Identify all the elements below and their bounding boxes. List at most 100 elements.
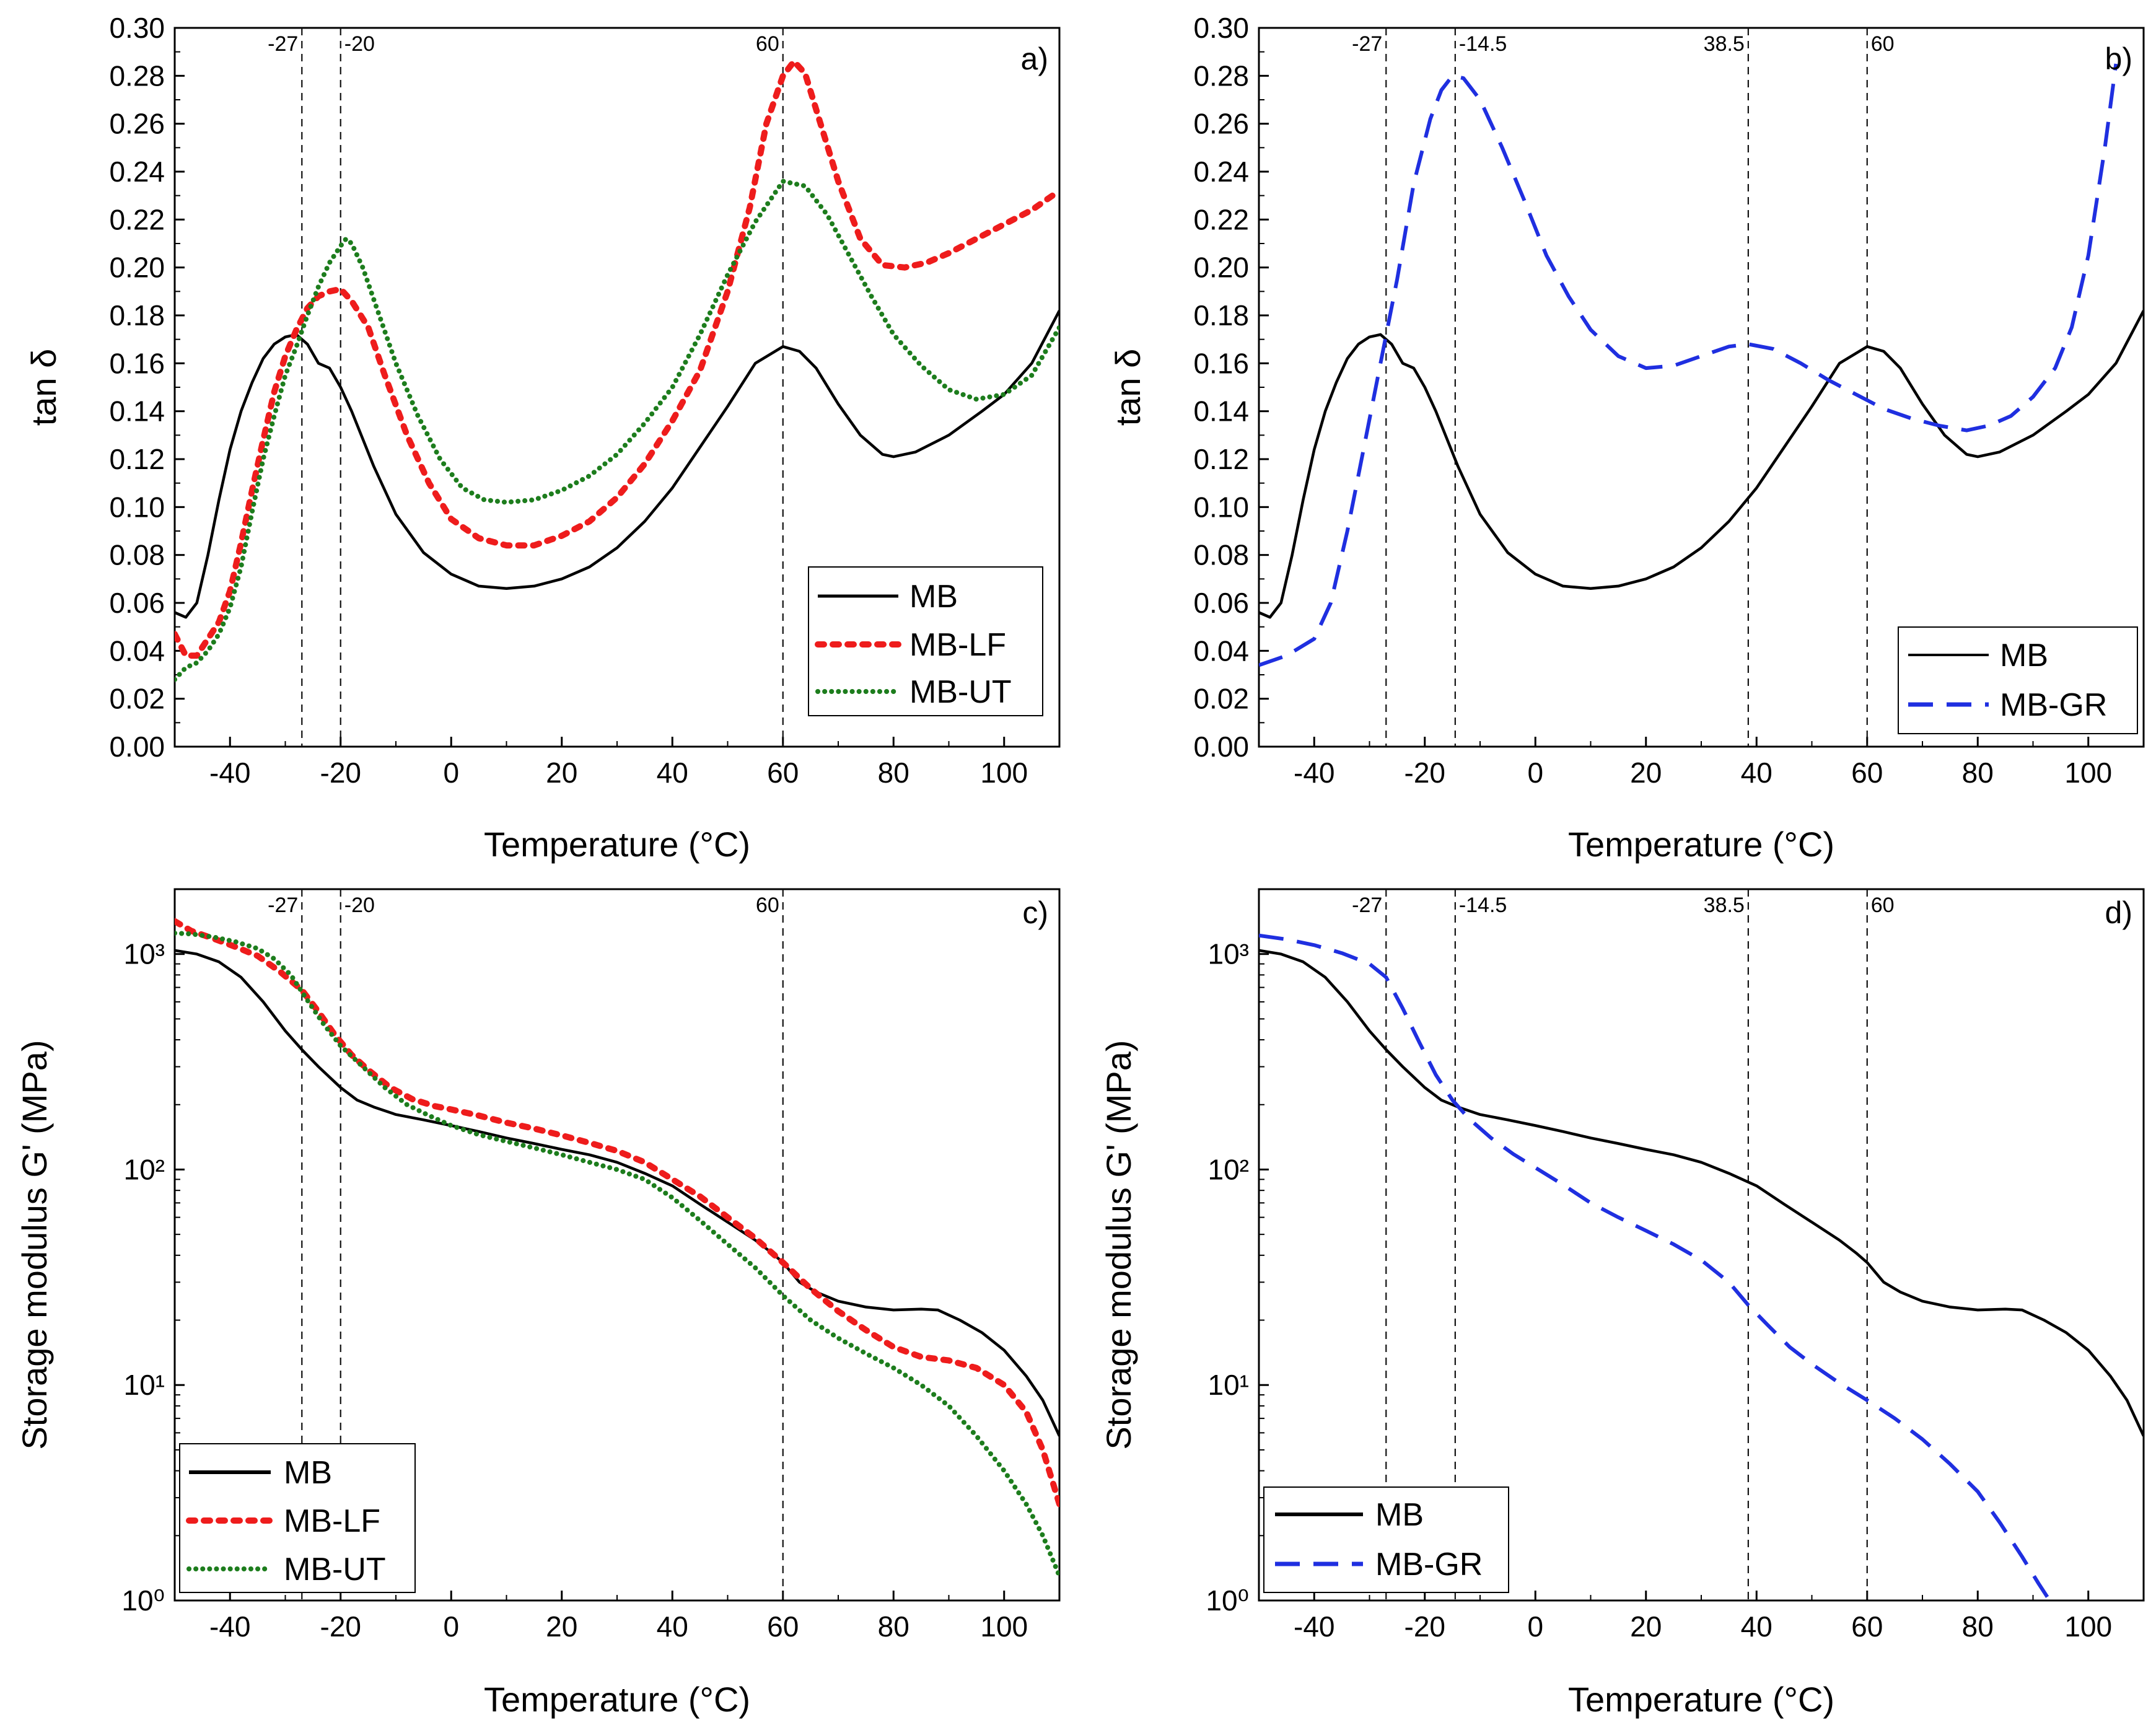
y-tick-label: 0.08 xyxy=(1193,539,1249,571)
legend-label-mb-lf: MB-LF xyxy=(284,1503,380,1539)
x-tick-label: 40 xyxy=(657,1610,688,1643)
y-tick-label: 0.24 xyxy=(109,156,165,188)
y-tick-label: 0.04 xyxy=(109,634,165,667)
reference-line-label: 60 xyxy=(1871,894,1895,917)
data-series xyxy=(175,918,1059,1579)
x-tick-label: -40 xyxy=(209,757,250,789)
x-tick-label: 100 xyxy=(2064,757,2112,789)
y-tick-label: 0.00 xyxy=(1193,731,1249,763)
x-tick-label: 0 xyxy=(1527,1610,1543,1643)
reference-lines: -27 -20 60 xyxy=(268,28,784,747)
legend: MB MB-LF MB-UT xyxy=(179,1443,416,1593)
y-tick-label: 0.00 xyxy=(109,731,165,763)
reference-lines: -27 -20 60 xyxy=(268,889,784,1600)
y-tick-label: 0.30 xyxy=(1193,12,1249,44)
panel-label: a) xyxy=(1021,42,1048,76)
reference-lines: -27 -14.5 38.5 60 xyxy=(1352,28,1895,747)
legend-label-mb: MB xyxy=(284,1455,332,1491)
reference-line-label: 60 xyxy=(756,32,779,56)
x-tick-label: -40 xyxy=(1294,757,1334,789)
x-tick-label: -40 xyxy=(209,1610,250,1643)
x-axis-title: Temperature (°C) xyxy=(484,825,750,864)
legend: MB MB-LF MB-UT xyxy=(808,566,1043,716)
y-tick-label: 0.24 xyxy=(1193,156,1249,188)
reference-line-label: -20 xyxy=(344,894,375,917)
y-tick-label: 0.22 xyxy=(1193,203,1249,235)
y-tick-label: 0.12 xyxy=(1193,443,1249,475)
y-tick-label: 0.14 xyxy=(109,395,165,428)
y-tick-label: 0.26 xyxy=(109,108,165,140)
x-tick-label: -20 xyxy=(320,1610,361,1643)
y-tick-label: 0.06 xyxy=(109,587,165,619)
y-axis-title: tan δ xyxy=(1108,349,1147,426)
series-line-mb xyxy=(175,310,1059,619)
y-tick-label: 10³ xyxy=(1208,938,1249,970)
series-line-mb xyxy=(1259,310,2144,619)
y-tick-label: 0.16 xyxy=(1193,347,1249,379)
x-tick-label: 100 xyxy=(980,1610,1028,1643)
legend-label-mb-lf: MB-LF xyxy=(909,627,1006,663)
y-tick-label: 0.30 xyxy=(109,12,165,44)
legend-label-mb: MB xyxy=(909,579,958,615)
legend-label-mb-ut: MB-UT xyxy=(284,1552,386,1587)
x-tick-label: 0 xyxy=(1527,757,1543,789)
y-tick-label: 0.12 xyxy=(109,443,165,475)
y-tick-label: 0.10 xyxy=(1193,491,1249,523)
y-axis-title: tan δ xyxy=(24,349,63,426)
axis-ticks: -40 -20 0 20 40 60 80 100 10⁰ 10¹ 10² 10³ xyxy=(121,889,1060,1643)
y-tick-label: 0.16 xyxy=(109,347,165,379)
y-tick-label: 10² xyxy=(1208,1153,1249,1185)
series-line-mb-gr xyxy=(1259,63,2118,667)
legend: MB MB-GR xyxy=(1263,1486,1509,1593)
x-tick-label: -40 xyxy=(1294,1610,1334,1643)
x-tick-label: 40 xyxy=(657,757,688,789)
x-axis-title: Temperature (°C) xyxy=(1568,1680,1834,1719)
series-line-mb-lf xyxy=(175,918,1059,1508)
legend-box xyxy=(1898,626,2138,734)
x-tick-label: 80 xyxy=(878,1610,909,1643)
reference-line-label: -14.5 xyxy=(1459,894,1507,917)
y-tick-label: 0.20 xyxy=(109,252,165,284)
x-axis-title: Temperature (°C) xyxy=(1568,825,1834,864)
reference-lines: -27 -14.5 38.5 60 xyxy=(1352,889,1895,1600)
reference-line-label: -20 xyxy=(344,32,375,56)
panel-a: -40 -20 0 20 40 60 80 100 0.00 0.02 0.04 0.06 0.08 0.… xyxy=(24,12,1061,864)
x-tick-label: -20 xyxy=(320,757,361,789)
x-tick-label: -20 xyxy=(1404,757,1445,789)
y-tick-label: 10² xyxy=(124,1153,165,1185)
y-tick-label: 10⁰ xyxy=(1206,1584,1249,1617)
x-tick-label: 60 xyxy=(1851,1610,1883,1643)
x-axis-title: Temperature (°C) xyxy=(484,1680,750,1719)
x-tick-label: 100 xyxy=(980,757,1028,789)
series-line-mb-lf xyxy=(175,58,1059,659)
y-tick-label: 0.26 xyxy=(1193,108,1249,140)
y-tick-label: 0.14 xyxy=(1193,395,1249,428)
x-tick-label: 0 xyxy=(443,1610,459,1643)
y-tick-label: 10⁰ xyxy=(121,1584,165,1617)
y-tick-label: 0.18 xyxy=(1193,299,1249,332)
x-tick-label: -20 xyxy=(1404,1610,1445,1643)
y-tick-label: 0.02 xyxy=(1193,683,1249,715)
y-tick-label: 0.08 xyxy=(109,539,165,571)
x-tick-label: 60 xyxy=(767,1610,799,1643)
x-tick-label: 40 xyxy=(1741,1610,1773,1643)
legend-label-mb-gr: MB-GR xyxy=(2000,687,2107,723)
panel-label: c) xyxy=(1022,895,1048,930)
reference-line-label: -27 xyxy=(1352,894,1382,917)
y-tick-label: 10³ xyxy=(124,938,165,970)
legend-box xyxy=(1263,1486,1509,1593)
reference-line-label: 60 xyxy=(756,894,779,917)
legend-label-mb-ut: MB-UT xyxy=(909,674,1012,710)
series-line-mb-ut xyxy=(175,178,1059,682)
y-axis-title: Storage modulus G' (MPa) xyxy=(15,1040,54,1449)
axis-ticks: -40 -20 0 20 40 60 80 100 0.00 0.02 0.04 0.06 0.08 0.… xyxy=(1193,12,2144,789)
axis-ticks: -40 -20 0 20 40 60 80 100 10⁰ 10¹ 10² 10³ xyxy=(1206,889,2144,1643)
legend-label-mb: MB xyxy=(1375,1497,1424,1533)
y-tick-label: 0.28 xyxy=(109,59,165,92)
y-tick-label: 0.22 xyxy=(109,203,165,235)
x-tick-label: 80 xyxy=(878,757,909,789)
reference-line-label: 38.5 xyxy=(1704,32,1745,56)
series-line-mb-ut xyxy=(175,931,1059,1579)
y-tick-label: 0.10 xyxy=(109,491,165,523)
